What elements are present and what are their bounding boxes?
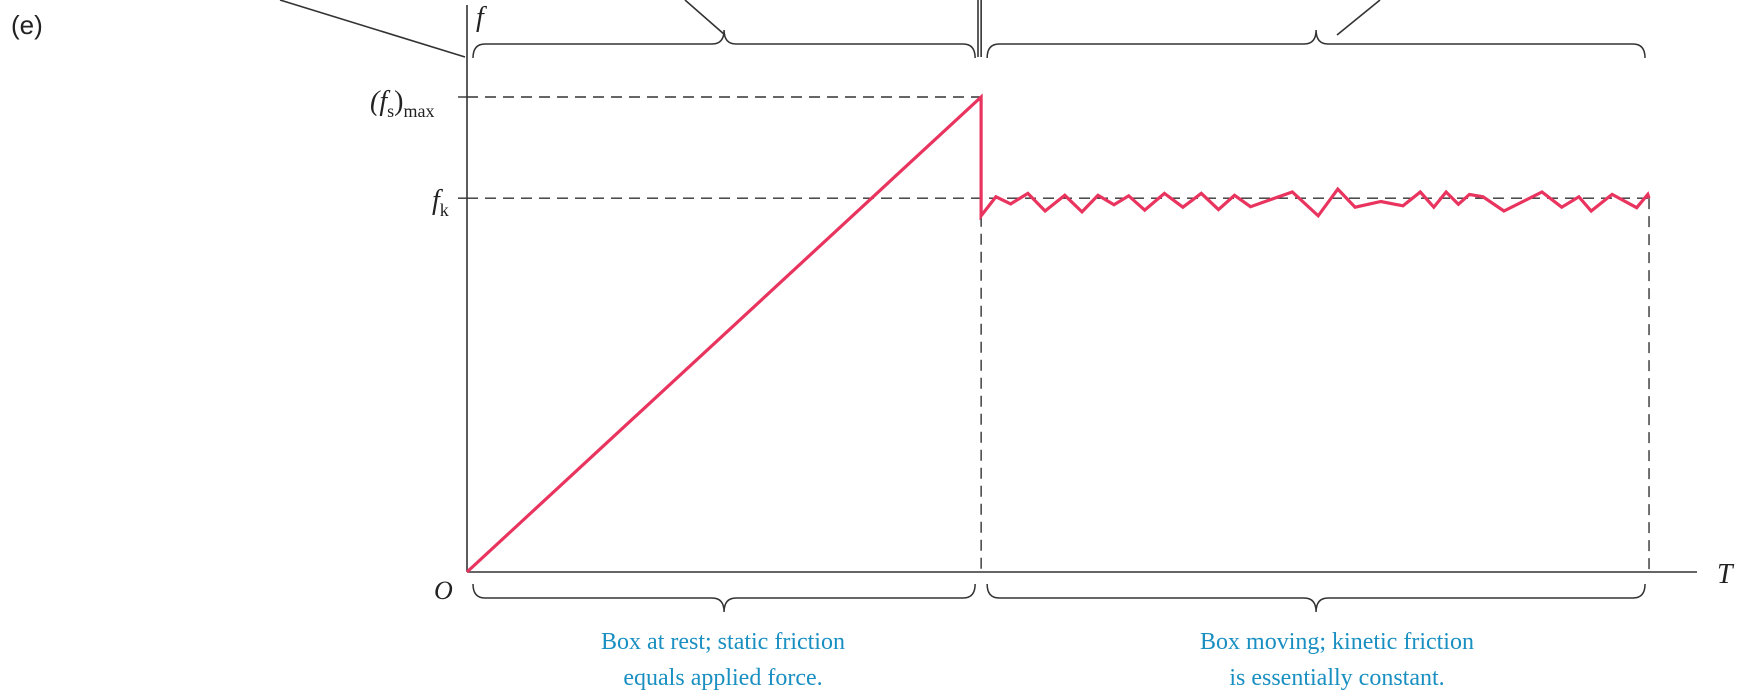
y-tick-fs-max: (fs)max [370, 86, 434, 121]
caption-left-line-1: Box at rest; static friction [601, 629, 845, 655]
svg-text:(fs)max: (fs)max [370, 86, 434, 121]
top-right-brace [986, 29, 1646, 59]
y-tick-fk: fk [432, 185, 449, 220]
top-left-pointer-line-2 [684, 0, 726, 36]
top-left-pointer-line [279, 0, 466, 58]
chart-frame [279, 0, 1697, 573]
y-axis-label: f [476, 2, 487, 33]
panel-label: (e) [11, 10, 43, 40]
y-tick-fk-main: f [432, 185, 443, 216]
x-axis-label: T [1717, 559, 1735, 590]
svg-text:fk: fk [432, 185, 449, 220]
top-right-pointer-line [1336, 0, 1381, 36]
bottom-left-brace [472, 583, 976, 613]
bottom-right-brace [986, 583, 1646, 613]
caption-left-line-2: equals applied force. [623, 665, 822, 691]
y-tick-fs-max-open: (f [370, 86, 390, 117]
origin-label: O [434, 576, 453, 605]
caption-right-line-2: is essentially constant. [1229, 665, 1444, 691]
friction-curve [465, 93, 1651, 574]
y-tick-fs-max-sub: s [387, 101, 394, 121]
caption-right-line-1: Box moving; kinetic friction [1200, 629, 1474, 655]
y-tick-fs-max-close: ) [394, 86, 403, 117]
top-left-brace [472, 29, 976, 59]
y-tick-fs-max-sub2: max [403, 101, 434, 121]
y-tick-fk-sub: k [440, 200, 449, 220]
